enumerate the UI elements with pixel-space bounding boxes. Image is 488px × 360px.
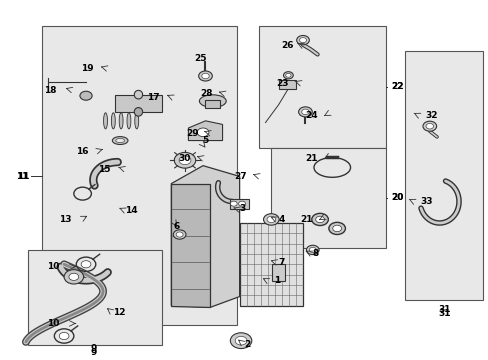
Bar [27,250,161,345]
Text: 9: 9 [90,344,96,353]
Ellipse shape [134,108,142,116]
Text: 11: 11 [18,172,30,181]
Text: 1: 1 [273,276,280,285]
Circle shape [332,225,341,231]
Text: 31: 31 [437,305,450,314]
Text: 27: 27 [234,172,247,181]
Text: 11: 11 [17,172,29,181]
Text: 10: 10 [47,262,59,271]
Ellipse shape [103,113,107,129]
Text: 9: 9 [90,348,96,357]
Text: 31: 31 [437,309,450,318]
Text: 5: 5 [202,136,208,145]
Text: 22: 22 [390,82,403,91]
Bar [405,51,483,300]
Text: 14: 14 [125,206,138,215]
Text: 7: 7 [278,258,285,267]
Circle shape [311,213,328,226]
Ellipse shape [135,113,139,129]
Text: 15: 15 [98,165,110,174]
Circle shape [263,214,279,225]
Circle shape [301,109,308,114]
Circle shape [176,232,183,237]
Circle shape [174,152,195,168]
Circle shape [230,201,237,206]
Text: 12: 12 [113,308,125,317]
Ellipse shape [134,90,142,99]
Circle shape [173,230,185,239]
Circle shape [298,107,312,117]
Ellipse shape [127,113,131,129]
Circle shape [425,123,433,129]
Bar [259,26,385,148]
Ellipse shape [111,113,115,129]
Ellipse shape [119,113,123,129]
Polygon shape [171,166,239,307]
Circle shape [306,245,319,255]
Bar [42,26,237,325]
Circle shape [308,247,316,252]
Circle shape [299,37,306,43]
Text: 29: 29 [185,129,198,138]
Circle shape [202,73,209,79]
Text: 19: 19 [81,64,94,73]
Circle shape [266,216,275,222]
Circle shape [328,222,345,234]
Polygon shape [171,184,210,307]
Text: 25: 25 [194,54,206,63]
Circle shape [179,156,190,165]
Circle shape [59,332,69,339]
Ellipse shape [112,136,128,144]
Text: 21: 21 [305,154,317,163]
Circle shape [230,333,251,348]
Circle shape [285,73,290,77]
Text: 3: 3 [239,204,245,213]
Bar [115,95,161,112]
Text: 4: 4 [278,215,285,224]
Bar [271,264,285,281]
Text: 20: 20 [390,193,402,202]
Circle shape [198,71,212,81]
Circle shape [235,336,246,345]
Circle shape [64,270,83,284]
Ellipse shape [80,91,92,100]
Text: 33: 33 [419,197,432,206]
Text: 18: 18 [43,86,56,95]
Text: 6: 6 [173,222,179,231]
Text: 21: 21 [300,215,312,224]
Text: 8: 8 [312,249,318,258]
Circle shape [315,216,324,223]
Text: 32: 32 [424,111,437,120]
Circle shape [283,72,293,79]
Text: 10: 10 [47,319,59,328]
Circle shape [197,128,208,136]
Circle shape [69,273,79,280]
Circle shape [422,121,436,131]
Bar [229,199,249,209]
Text: 22: 22 [390,82,403,91]
Text: 23: 23 [276,79,288,88]
Text: 20: 20 [390,193,402,202]
Text: 13: 13 [59,215,72,224]
Text: 16: 16 [76,147,89,156]
Text: 28: 28 [200,89,213,98]
Bar [205,100,220,108]
Bar [278,80,295,89]
Circle shape [296,36,309,45]
Circle shape [238,201,245,206]
Bar [271,148,385,248]
Circle shape [81,261,91,268]
Ellipse shape [116,138,124,143]
Bar [239,223,303,306]
Text: 17: 17 [147,93,159,102]
Text: 30: 30 [178,154,191,163]
Ellipse shape [199,95,226,107]
Text: 24: 24 [305,111,317,120]
Text: 2: 2 [244,340,250,349]
Polygon shape [188,121,222,140]
Text: 26: 26 [281,41,293,50]
